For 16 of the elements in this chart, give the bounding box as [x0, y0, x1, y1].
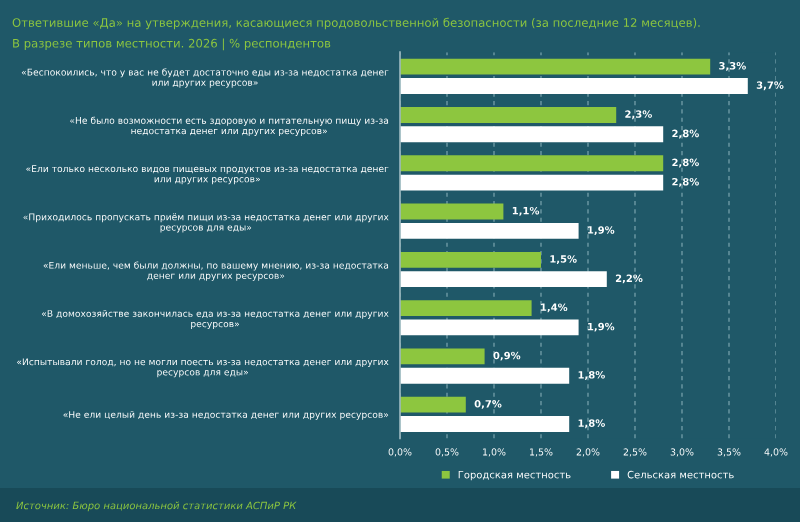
bar: [400, 107, 617, 123]
bar: [400, 416, 570, 432]
bar: [400, 396, 466, 413]
bar: [400, 300, 532, 317]
bar: [400, 222, 579, 239]
bar: [400, 126, 664, 143]
bar: [400, 203, 504, 220]
bar: [400, 319, 579, 336]
bar: [400, 155, 664, 172]
bar: [400, 174, 664, 191]
bar: [400, 58, 711, 75]
bar: [400, 251, 541, 268]
bar: [400, 348, 485, 365]
bar: [400, 271, 607, 288]
bar: [400, 78, 748, 94]
bar: [400, 367, 570, 384]
